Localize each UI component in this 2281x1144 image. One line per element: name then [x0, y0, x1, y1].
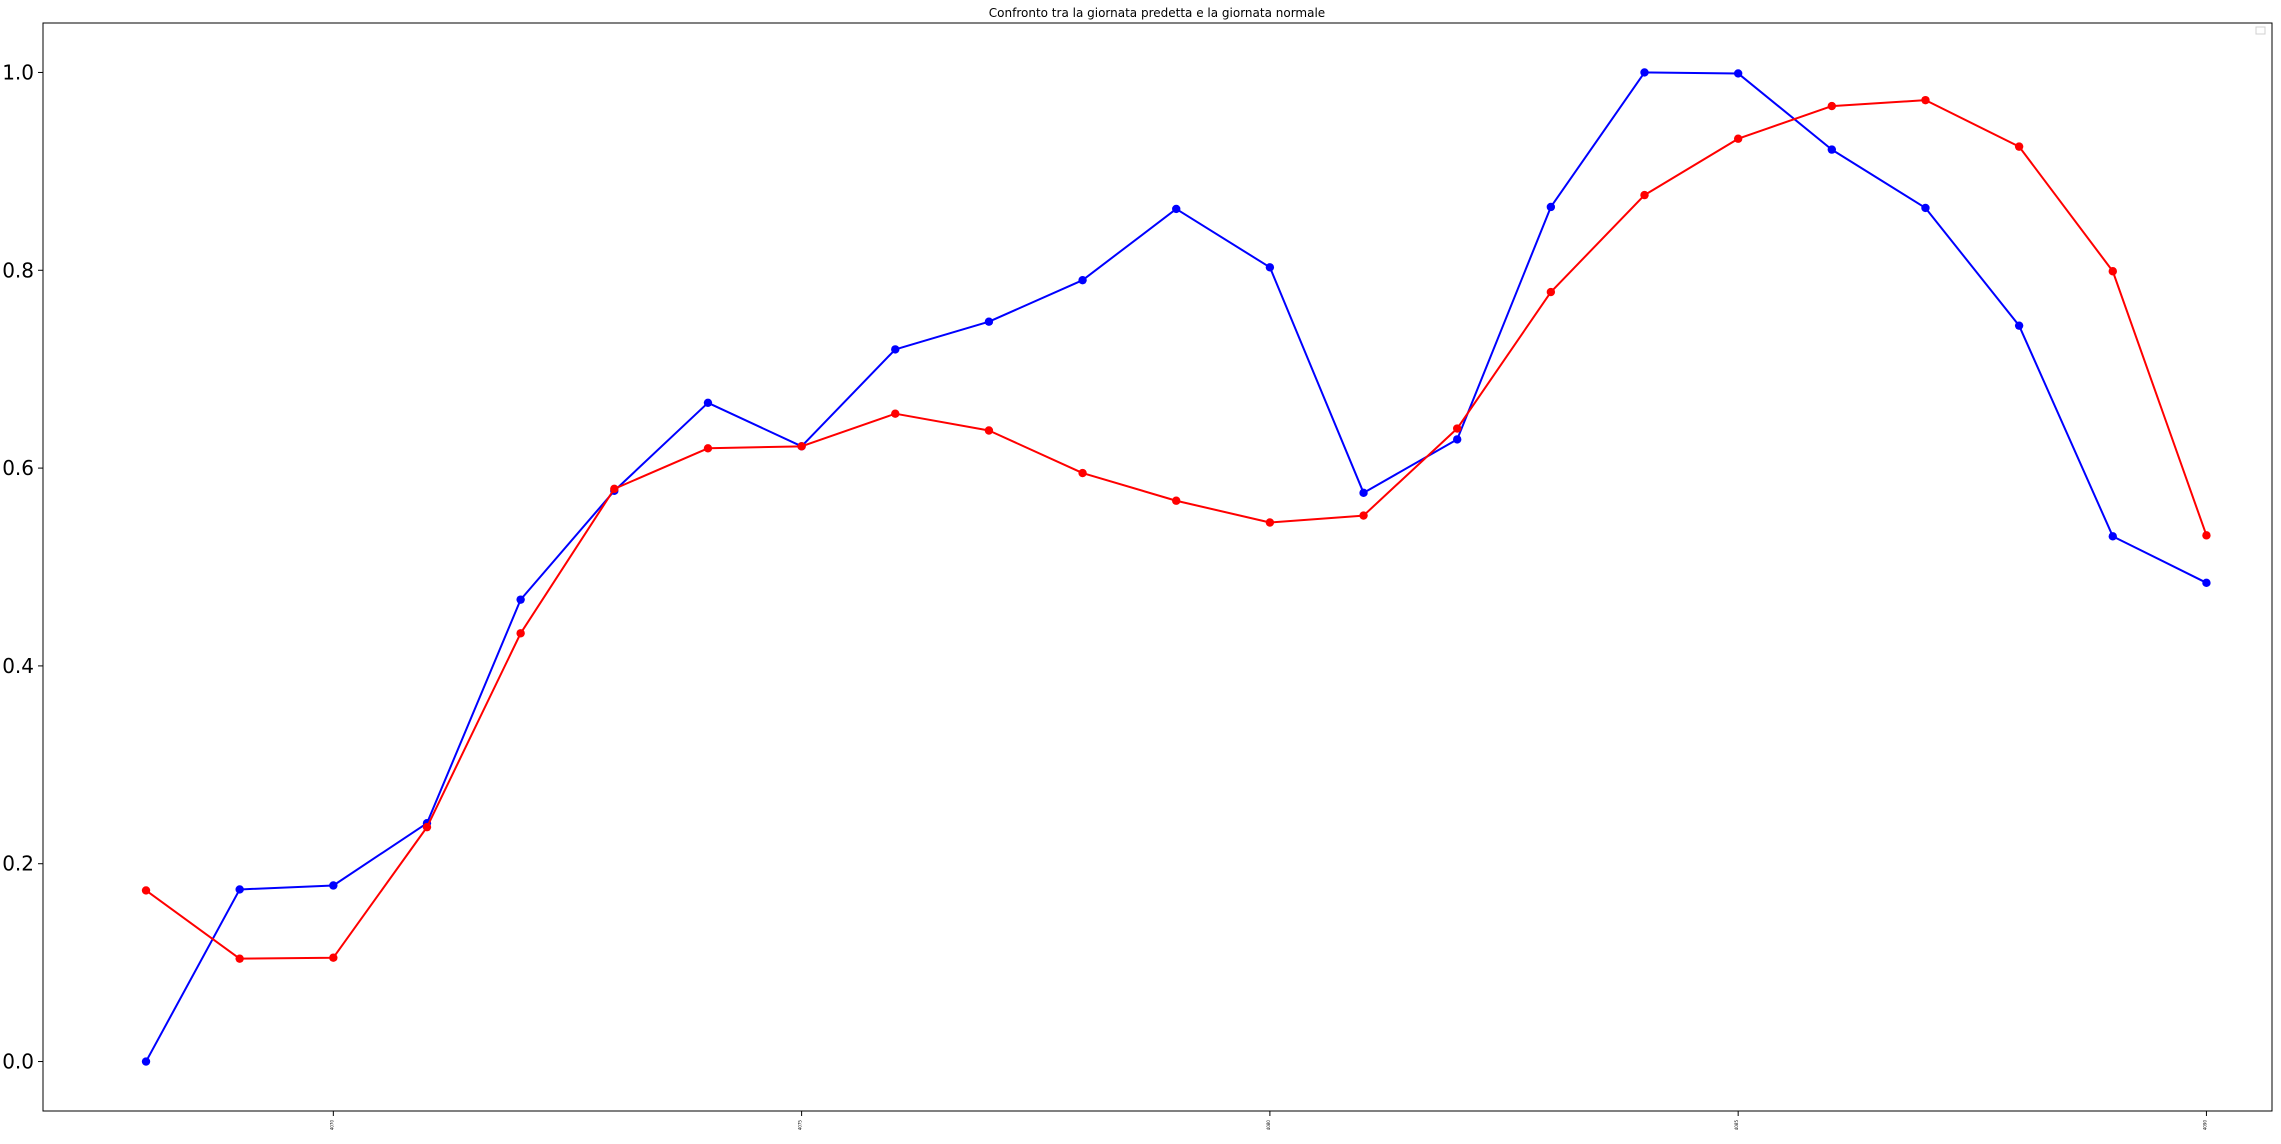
y-tick-label: 1.0 [2, 60, 34, 84]
y-tick-label: 0.2 [2, 852, 34, 876]
x-tick-label: 4090 [2202, 1120, 2207, 1131]
data-point [1546, 287, 1556, 297]
data-point [1733, 69, 1743, 78]
data-point [891, 409, 900, 418]
data-point [1172, 204, 1181, 214]
data-point [329, 953, 338, 962]
data-point [141, 886, 151, 895]
x-tick-label: 4075 [798, 1120, 803, 1131]
data-point [1078, 468, 1087, 478]
x-tick-label: 4070 [329, 1120, 334, 1131]
data-point [329, 881, 338, 890]
data-point [984, 317, 994, 326]
y-tick-label: 0.0 [2, 1050, 34, 1074]
data-point [2202, 578, 2211, 588]
data-point [1265, 518, 1275, 527]
x-axis: 4070 4075 4080 4085 4090 [329, 1111, 2207, 1130]
data-point [984, 426, 994, 435]
y-tick-label: 0.6 [2, 456, 34, 480]
data-point [2108, 267, 2117, 276]
y-axis: 0.0 0.2 0.4 0.6 0.8 1.0 [2, 60, 43, 1074]
series-line [145, 71, 2207, 1063]
data-point [891, 345, 900, 354]
y-tick-label: 0.4 [2, 654, 34, 678]
data-point [1640, 68, 1649, 77]
data-point [1078, 275, 1087, 285]
data-point [797, 442, 806, 451]
y-tick-label: 0.8 [2, 258, 34, 282]
data-point [516, 595, 525, 604]
series-line [145, 99, 2208, 960]
series-2 [141, 95, 2211, 963]
data-point [516, 629, 525, 638]
data-point [141, 1057, 151, 1066]
plot-area-frame [42, 22, 2273, 1112]
data-point [1546, 202, 1556, 212]
data-point [1452, 435, 1462, 444]
data-point [1733, 134, 1743, 143]
data-point [1921, 95, 1930, 105]
chart-title: Confronto tra la giornata predetta e la … [989, 6, 1325, 20]
data-point [2108, 532, 2117, 541]
series-1 [141, 68, 2211, 1066]
data-point [1452, 424, 1462, 433]
data-point [703, 398, 713, 408]
data-point [2202, 531, 2211, 540]
data-point [2014, 142, 2024, 151]
data-point [1172, 496, 1181, 505]
data-point [1827, 101, 1837, 111]
legend-box [2255, 26, 2266, 35]
data-point [1359, 511, 1368, 520]
data-point [1359, 488, 1368, 498]
data-point [422, 822, 432, 832]
data-point [610, 484, 619, 494]
series-layer [141, 68, 2211, 1066]
data-point [1827, 145, 1837, 154]
data-point [703, 444, 713, 453]
x-tick-label: 4085 [1734, 1120, 1739, 1131]
data-point [1265, 263, 1275, 272]
data-point [235, 954, 244, 963]
data-point [1640, 190, 1649, 200]
data-point [1921, 203, 1930, 213]
x-tick-label: 4080 [1266, 1120, 1271, 1131]
data-point [2014, 321, 2024, 330]
data-point [235, 885, 244, 894]
